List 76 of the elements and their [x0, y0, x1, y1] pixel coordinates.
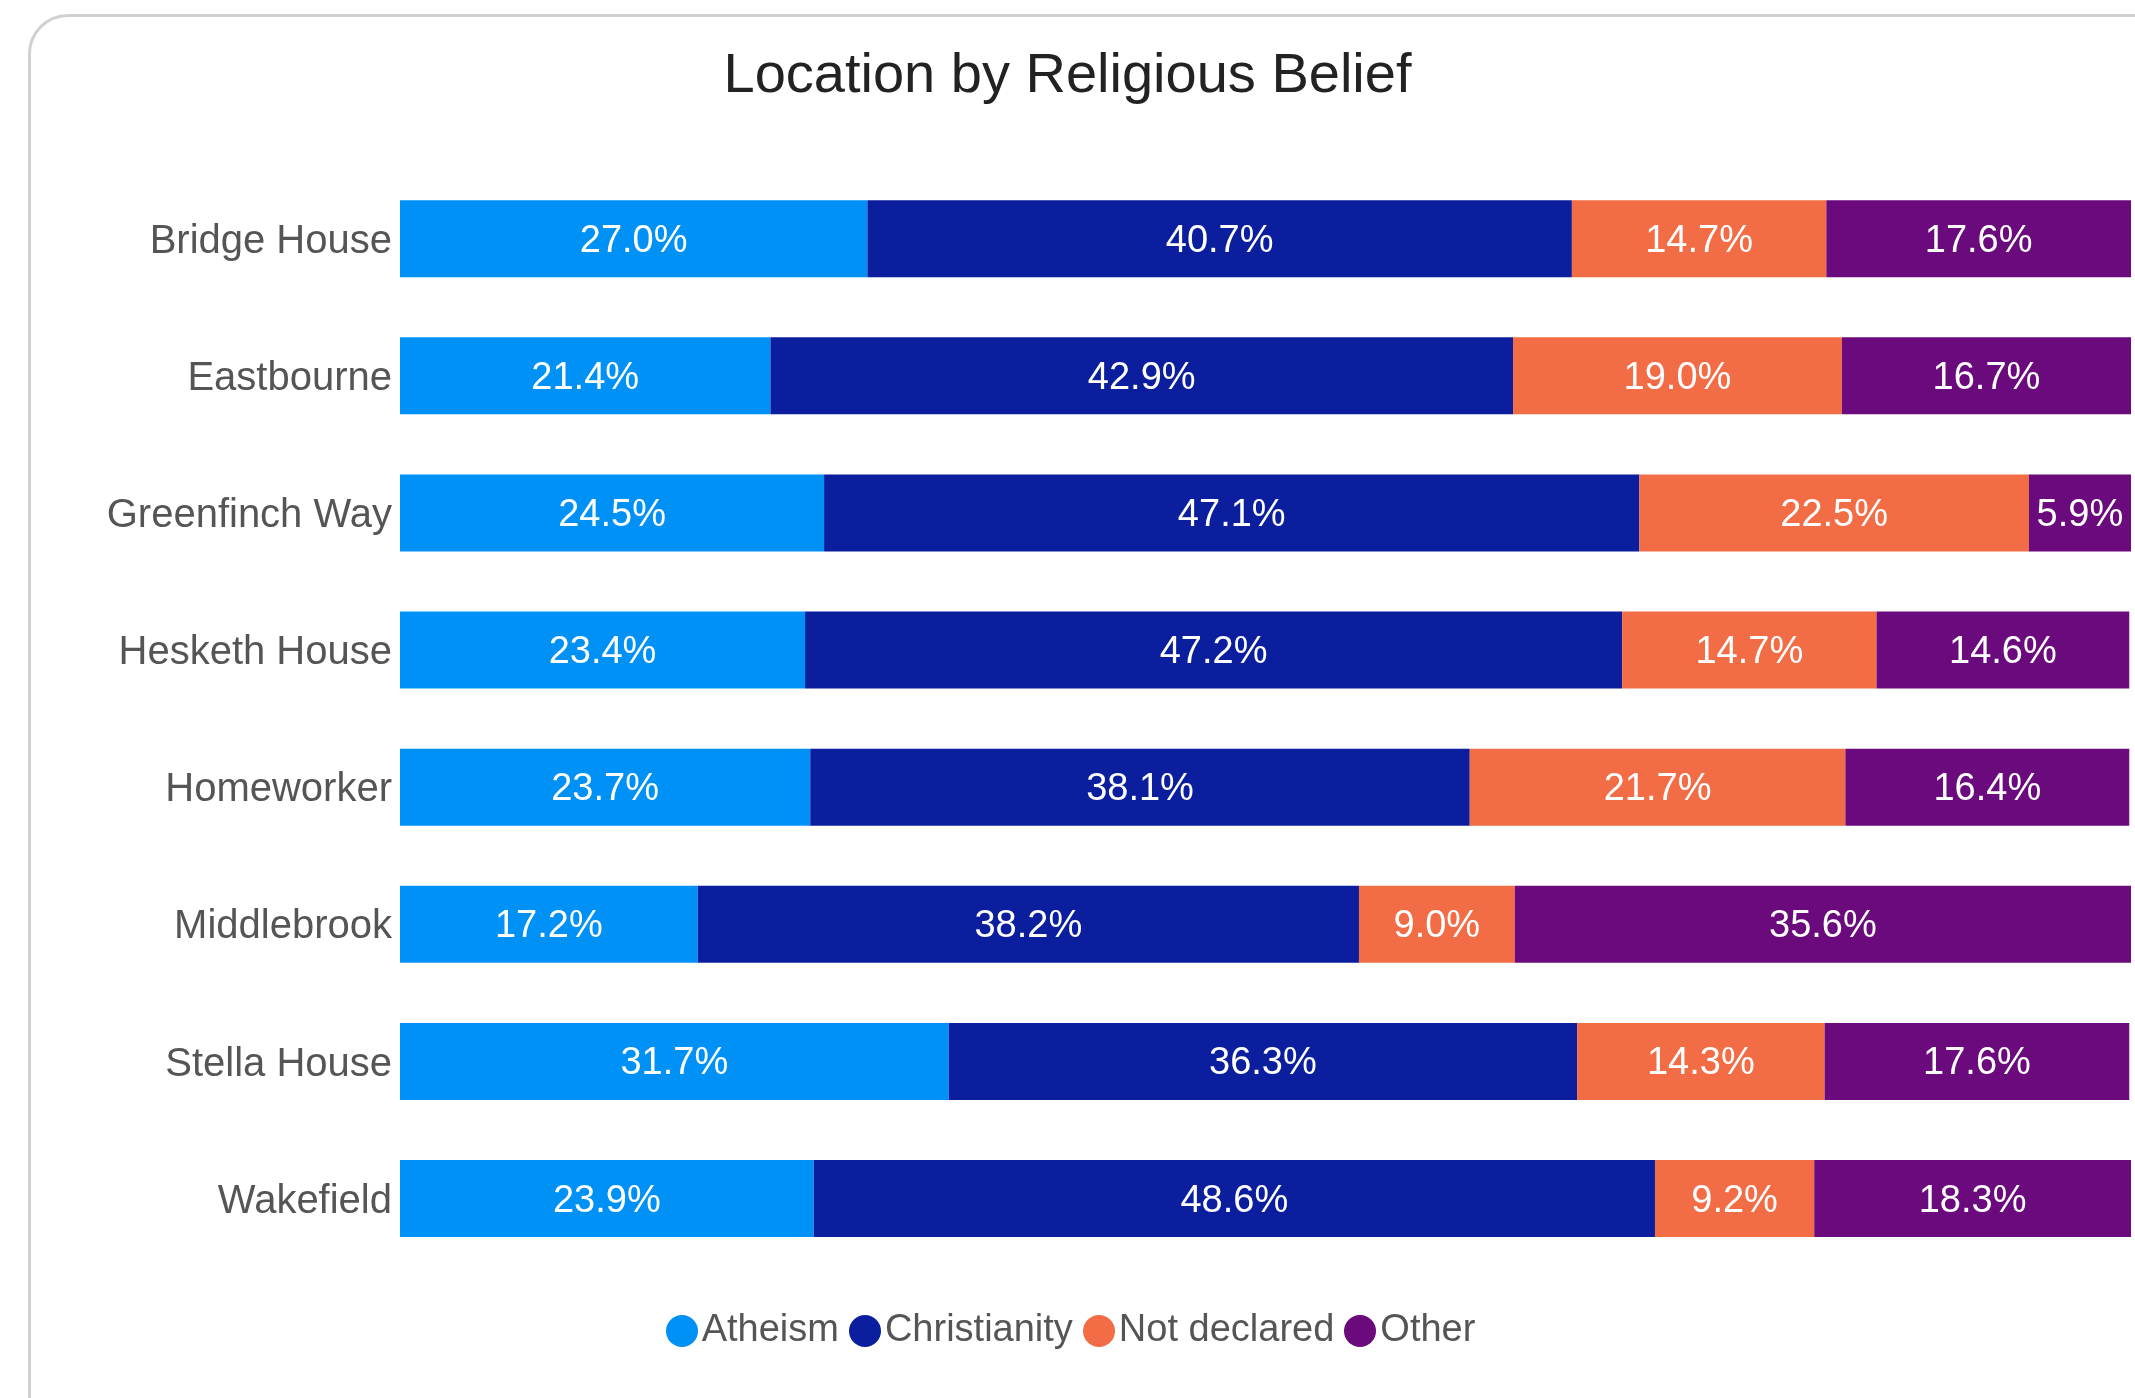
y-tick-label: Bridge House — [149, 216, 392, 261]
y-tick-label: Eastbourne — [187, 353, 392, 398]
bar — [1514, 885, 2131, 963]
data-label: 9.0% — [1393, 903, 1481, 946]
bar — [400, 748, 811, 826]
data-label: 38.1% — [1086, 766, 1194, 809]
data-label: 17.2% — [494, 903, 603, 946]
bar — [1876, 611, 2130, 689]
y-tick-label: Homeworker — [165, 765, 392, 810]
data-label: 22.5% — [1780, 491, 1889, 534]
bar — [400, 1160, 814, 1238]
data-label: 36.3% — [1209, 1040, 1317, 1083]
data-label: 14.3% — [1646, 1040, 1755, 1083]
bar — [1469, 748, 1846, 826]
chart-title: Location by Religious Belief — [722, 40, 1413, 105]
bar — [1826, 200, 2131, 278]
bar — [810, 748, 1470, 826]
bar — [824, 474, 1640, 552]
bar — [400, 474, 825, 552]
data-label: 38.2% — [974, 903, 1083, 946]
legend-label: Not declared — [1118, 1307, 1335, 1349]
data-label: 17.6% — [1924, 217, 2033, 260]
data-label: 27.0% — [579, 217, 688, 260]
bar — [867, 200, 1572, 278]
legend-label: Other — [1380, 1307, 1476, 1349]
data-label: 23.4% — [548, 629, 657, 672]
bar — [1841, 337, 2131, 415]
data-label: 5.9% — [2036, 491, 2124, 534]
data-label: 14.6% — [1949, 629, 2057, 672]
data-label: 23.9% — [552, 1177, 661, 1220]
data-label: 42.9% — [1087, 354, 1196, 397]
bar — [770, 337, 1514, 415]
data-label: 16.4% — [1933, 766, 2042, 809]
data-label: 21.4% — [531, 354, 640, 397]
legend-label: Atheism — [701, 1307, 839, 1349]
data-label: 23.7% — [551, 766, 659, 809]
y-tick-label: Wakefield — [217, 1176, 392, 1221]
data-label: 16.7% — [1932, 354, 2041, 397]
data-label: 18.3% — [1918, 1177, 2027, 1220]
bar — [1577, 1022, 1825, 1100]
bar — [1639, 474, 2029, 552]
data-label: 14.7% — [1645, 217, 1753, 260]
bar — [1622, 611, 1877, 689]
data-label: 48.6% — [1180, 1177, 1289, 1220]
bar — [400, 337, 771, 415]
bar — [1654, 1160, 1815, 1238]
bar — [805, 611, 1623, 689]
bar — [1513, 337, 1842, 415]
data-label: 40.7% — [1165, 217, 1274, 260]
bar — [400, 611, 806, 689]
bar — [948, 1022, 1578, 1100]
bar — [400, 885, 698, 963]
data-label: 19.0% — [1623, 354, 1732, 397]
data-label: 35.6% — [1769, 903, 1877, 946]
y-tick-label: Middlebrook — [174, 902, 393, 947]
data-label: 47.2% — [1159, 629, 1268, 672]
data-label: 9.2% — [1691, 1177, 1778, 1220]
data-label: 14.7% — [1695, 629, 1804, 672]
y-tick-label: Hesketh House — [118, 628, 392, 673]
data-label: 17.6% — [1923, 1040, 2031, 1083]
bar — [1571, 200, 1827, 278]
y-tick-label: Stella House — [165, 1039, 392, 1084]
bar — [400, 200, 868, 278]
bar — [400, 1022, 949, 1100]
bar — [1845, 748, 2130, 826]
data-label: 47.1% — [1177, 491, 1286, 534]
bar — [1824, 1022, 2130, 1100]
bar — [697, 885, 1359, 963]
legend-label: Christianity — [884, 1307, 1073, 1349]
y-tick-label: Greenfinch Way — [106, 491, 392, 536]
bar — [1358, 885, 1515, 963]
data-label: 31.7% — [620, 1040, 729, 1083]
bar — [813, 1160, 1655, 1238]
data-label: 21.7% — [1603, 766, 1712, 809]
bar — [1814, 1160, 2131, 1238]
data-label: 24.5% — [558, 491, 666, 534]
